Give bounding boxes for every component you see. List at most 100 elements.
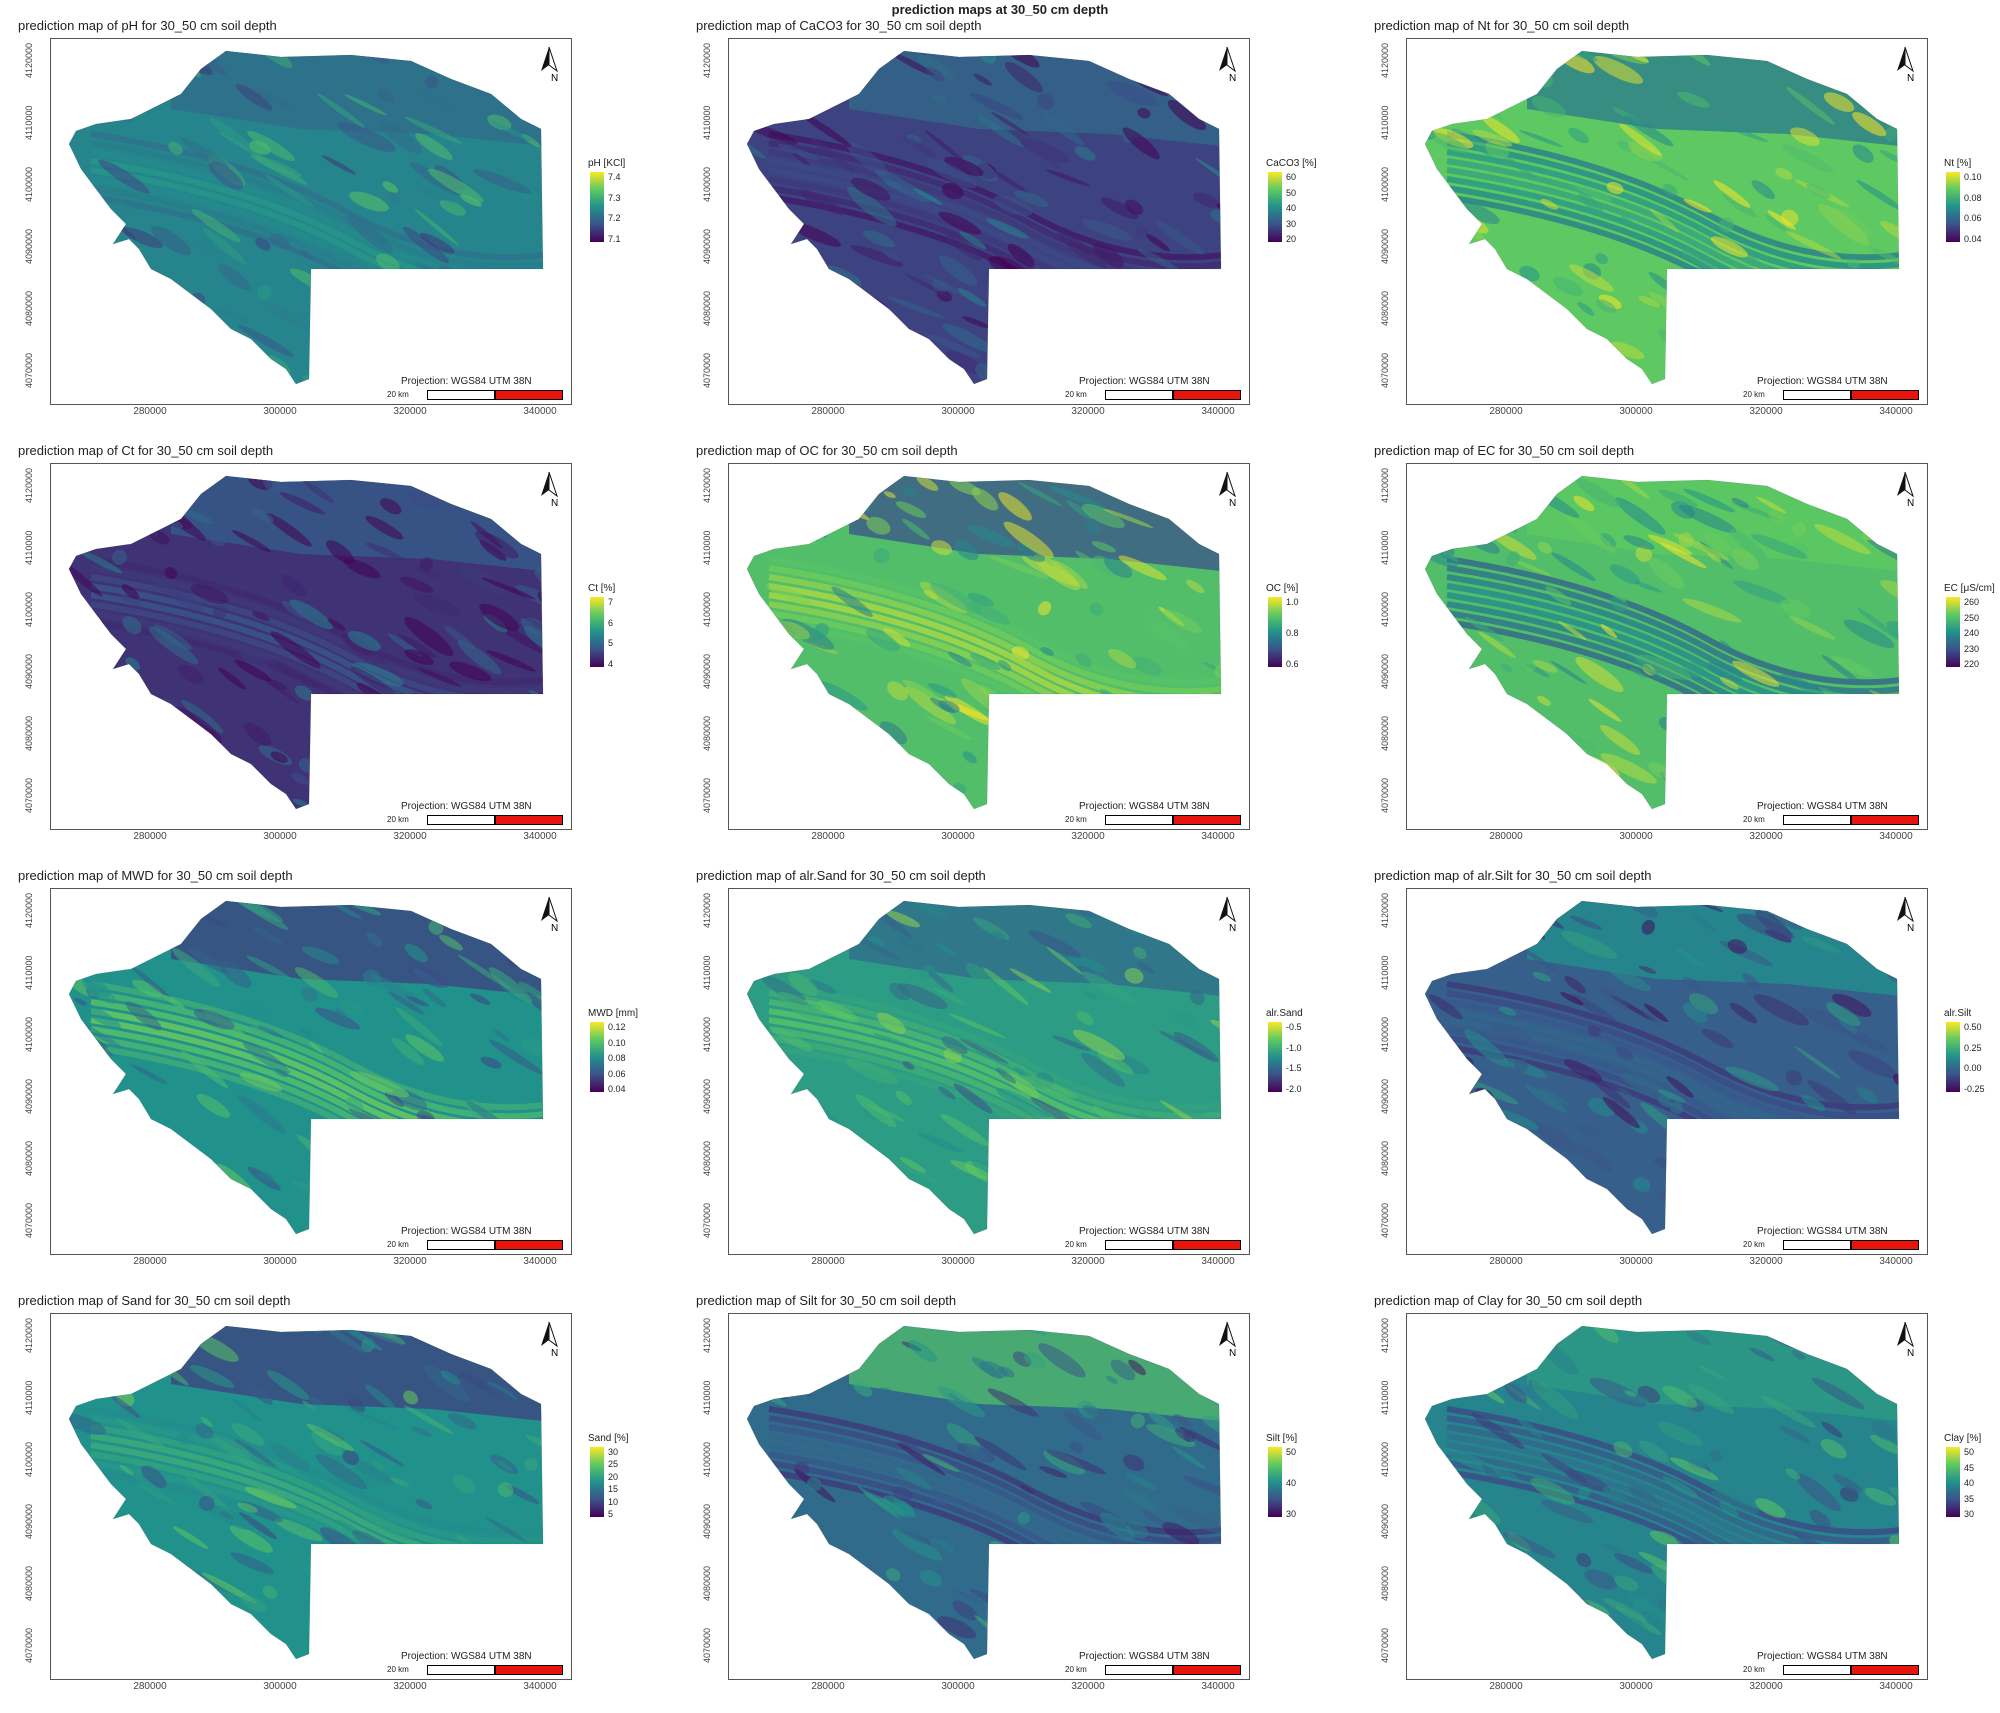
map-surface [69, 1326, 543, 1659]
map-texture-patch [941, 323, 994, 353]
map-texture-patch [1512, 559, 1552, 576]
map-texture-patch [990, 931, 1006, 942]
map-texture-patch [186, 510, 213, 524]
map-texture-patch [998, 492, 1032, 521]
map-texture-patch [1475, 487, 1491, 498]
map-texture-patch [69, 1090, 86, 1110]
map-texture-patch [1519, 63, 1550, 81]
map-texture-patch [301, 987, 318, 1002]
map-texture-patch [1657, 1095, 1673, 1108]
map-texture-patch [1123, 343, 1175, 366]
map-texture-patch [1720, 640, 1732, 651]
map-texture-patch [384, 1091, 405, 1107]
y-tick-label: 4070000 [1380, 1202, 1390, 1238]
map-texture-patch [1069, 1441, 1084, 1454]
map-texture-patch [1638, 1440, 1670, 1463]
map-texture-patch [505, 1485, 540, 1504]
map-texture-patch [1619, 123, 1662, 157]
map-texture-patch [1628, 141, 1663, 162]
map-texture-patch [1844, 1029, 1888, 1052]
map-texture-patch [1425, 788, 1453, 809]
legend-tick-label: 0.06 [1964, 213, 1982, 224]
map-texture-patch [1600, 624, 1618, 639]
map-texture-patch [747, 83, 795, 116]
map-texture-patch [866, 516, 891, 535]
panel-title: prediction map of Nt for 30_50 cm soil d… [1374, 18, 1630, 33]
scale-segment-red [1851, 1240, 1919, 1250]
map-texture-patch [1855, 1149, 1876, 1166]
scale-segment-red [1173, 1240, 1241, 1250]
map-texture-patch [1188, 301, 1221, 327]
map-texture-patch [508, 1517, 543, 1556]
x-tick-label: 280000 [1489, 1681, 1523, 1692]
map-texture-patch [946, 1423, 981, 1451]
y-tick-label: 4070000 [702, 777, 712, 813]
scale-bar: 20 km [1065, 1665, 1245, 1675]
map-texture-patch [428, 1629, 448, 1642]
x-tick-label: 280000 [811, 406, 845, 417]
map-texture-patch [777, 992, 823, 1021]
map-texture-patch [1812, 476, 1847, 486]
map-texture-patch [1536, 1202, 1586, 1229]
legend-tick-label: 4 [608, 659, 614, 669]
map-texture-patch [1176, 1326, 1218, 1345]
map-texture-patch [1683, 488, 1736, 513]
map-texture-patch [1016, 542, 1046, 562]
x-tick-label: 320000 [1071, 406, 1105, 417]
map-texture-patch [237, 1094, 287, 1134]
map-texture-patch [1145, 1153, 1180, 1176]
map-texture-patch [1158, 1030, 1215, 1060]
map-texture-patch [138, 787, 156, 803]
legend-tick-label: 45 [1964, 1462, 1975, 1473]
map-texture-patch [190, 1365, 235, 1388]
map-texture-patch [1595, 253, 1609, 265]
map-texture-patch [1600, 753, 1658, 784]
x-tick-label: 300000 [941, 831, 975, 842]
legend-tick-label: 7.2 [608, 213, 621, 224]
map-texture-patch [1225, 1040, 1248, 1060]
y-tick-label: 4120000 [24, 467, 34, 503]
map-texture-patch [933, 942, 957, 956]
x-tick-label: 300000 [263, 406, 297, 417]
map-texture-patch [1709, 1214, 1743, 1229]
map-texture-patch [402, 707, 438, 731]
map-texture-patch [198, 1495, 215, 1511]
north-arrow-left [541, 897, 549, 921]
map-texture-patch [1864, 1487, 1897, 1506]
map-texture-patch [1853, 300, 1866, 316]
map-texture-patch [1686, 1561, 1705, 1574]
map-texture-patch [1464, 616, 1505, 642]
map-texture-patch [1497, 356, 1529, 377]
map-texture-patch [852, 345, 873, 360]
scale-segment-white [1783, 815, 1851, 825]
map-texture-patch [209, 532, 226, 547]
map-texture-patch [1558, 620, 1587, 641]
map-texture-patch [1780, 1167, 1838, 1195]
map-texture-patch [1525, 1084, 1568, 1114]
map-texture-patch [1677, 91, 1710, 108]
map-texture-patch [435, 476, 465, 484]
map-texture-patch [864, 1625, 902, 1651]
map-texture-patch [1186, 476, 1217, 487]
map-raster [1424, 475, 1900, 810]
map-texture-patch [87, 931, 99, 942]
map-texture-patch [369, 314, 421, 350]
map-texture-patch [124, 61, 157, 80]
map-outline [746, 50, 1222, 385]
map-texture-patch [1145, 233, 1170, 252]
map-texture-patch [391, 1037, 425, 1065]
map-texture-patch [1444, 921, 1462, 936]
x-tick-label: 340000 [1201, 1256, 1235, 1267]
map-texture-patch [339, 999, 364, 1017]
north-arrow-right [1226, 1321, 1236, 1348]
map-texture-patch [1683, 198, 1712, 213]
map-texture-patch [1852, 112, 1887, 137]
legend-tick-label: 0.12 [608, 1022, 626, 1032]
map-texture-patch [1519, 265, 1540, 282]
map-texture-patch [346, 1587, 406, 1613]
map-texture-patch [876, 1387, 898, 1405]
scale-segment-red [1173, 1665, 1241, 1675]
map-texture-patch [1225, 761, 1242, 776]
map-texture-patch [916, 476, 939, 491]
map-texture-patch [797, 720, 851, 745]
